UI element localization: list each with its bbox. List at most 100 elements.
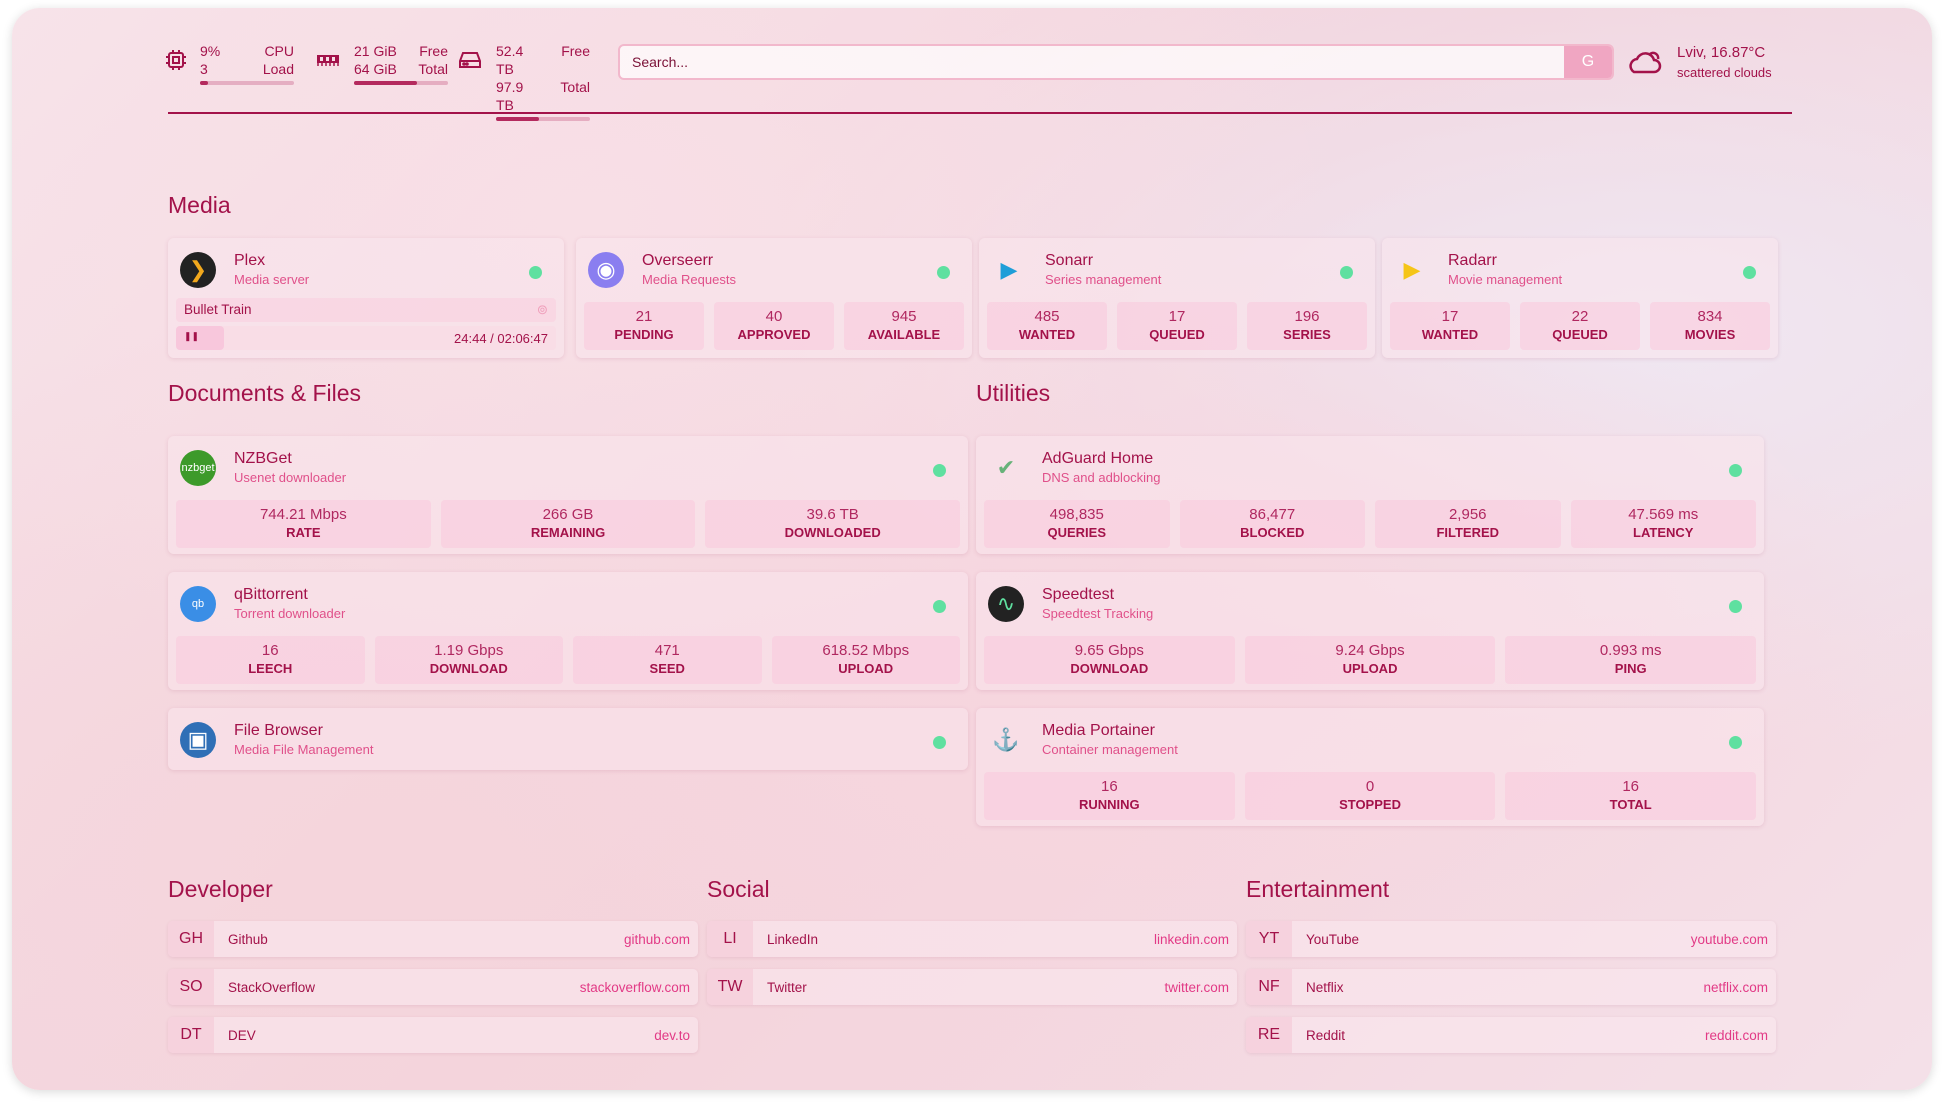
service-card-media-portainer[interactable]: ⚓ Media Portainer Container management 16 RU…	[976, 708, 1764, 826]
cpu-widget: 9% CPU 3 Load	[200, 42, 294, 85]
stat-value: 39.6 TB	[806, 506, 859, 523]
service-stats: 498,835 QUERIES 86,477 BLOCKED 2,956 FILTERED…	[984, 500, 1756, 548]
dashboard: 9% CPU 3 Load 21 GiB Free 64 GiB Total 52.4 TB…	[12, 8, 1932, 1090]
stat-label: BLOCKED	[1240, 525, 1305, 540]
stat-block: 39.6 TB DOWNLOADED	[705, 500, 961, 548]
stat-block: 2,956 FILTERED	[1375, 500, 1561, 548]
service-card-overseerr[interactable]: ◉ Overseerr Media Requests 21 PENDING 40 APPRO…	[576, 238, 972, 358]
stat-block: 16 LEECH	[176, 636, 365, 684]
section-developer: Developer	[168, 876, 273, 902]
stat-value: 16	[1100, 778, 1118, 795]
playback-time: 24:44 / 02:06:47	[454, 331, 548, 346]
pause-button[interactable]: ❚❚	[176, 326, 224, 350]
search-provider-button[interactable]: G	[1564, 46, 1612, 78]
service-description: Torrent downloader	[234, 606, 346, 621]
service-description: Media Requests	[642, 272, 736, 287]
stat-block: 16 TOTAL	[1505, 772, 1757, 820]
bookmark-stackoverflow[interactable]: SO StackOverflow stackoverflow.com	[168, 969, 698, 1005]
service-name: Media Portainer	[1042, 722, 1155, 739]
portainer-icon: ⚓	[992, 727, 1020, 752]
bookmark-netflix[interactable]: NF Netflix netflix.com	[1246, 969, 1776, 1005]
service-name: NZBGet	[234, 450, 292, 467]
service-stats: 16 LEECH 1.19 Gbps DOWNLOAD 471 SEED 618.52 Mb…	[176, 636, 960, 684]
stat-value: 40	[765, 308, 783, 325]
qbittorrent-icon: qb	[180, 586, 216, 622]
service-card-sonarr[interactable]: ▶ Sonarr Series management 485 WANTED 17 QUEUE…	[979, 238, 1375, 358]
status-indicator	[933, 736, 946, 749]
stat-label: RUNNING	[1079, 797, 1140, 812]
section-social: Social	[707, 876, 770, 902]
service-card-speedtest[interactable]: ∿ Speedtest Speedtest Tracking 9.65 Gbps DOW…	[976, 572, 1764, 690]
bookmark-dev[interactable]: DT DEV dev.to	[168, 1017, 698, 1053]
stat-label: MOVIES	[1684, 327, 1736, 342]
cpu-load-value: 3	[200, 61, 208, 77]
stat-block: 1.19 Gbps DOWNLOAD	[374, 636, 563, 684]
stat-value: 47.569 ms	[1628, 506, 1699, 523]
cpu-icon	[164, 48, 188, 77]
stat-value: 498,835	[1049, 506, 1104, 523]
stat-value: 744.21 Mbps	[259, 506, 347, 523]
section-documents: Documents & Files	[168, 380, 362, 406]
stat-value: 21	[635, 308, 653, 325]
stat-label: STOPPED	[1339, 797, 1401, 812]
status-indicator	[937, 266, 950, 279]
service-stats: 744.21 Mbps RATE 266 GB REMAINING 39.6 TB DOW…	[176, 500, 961, 548]
stat-block: 471 SEED	[573, 636, 762, 684]
stat-value: 471	[654, 642, 680, 659]
stat-block: 17 QUEUED	[1117, 302, 1237, 350]
stat-block: 498,835 QUERIES	[984, 500, 1170, 548]
memory-total-label: Total	[418, 61, 448, 77]
service-card-file-browser[interactable]: ▣ File Browser Media File Management	[168, 708, 968, 770]
service-name: Radarr	[1448, 252, 1497, 269]
status-indicator	[1729, 736, 1742, 749]
service-card-radarr[interactable]: ▶ Radarr Movie management 17 WANTED 22 QUEUED 8…	[1382, 238, 1778, 358]
service-description: Speedtest Tracking	[1042, 606, 1154, 621]
overseerr-icon: ◉	[588, 252, 624, 288]
service-description: Media server	[234, 272, 310, 287]
service-card-nzbget[interactable]: nzbget NZBGet Usenet downloader 744.21 Mbps…	[168, 436, 968, 554]
stream-info-icon[interactable]: ⊚	[536, 302, 548, 317]
stat-label: DOWNLOAD	[1070, 661, 1149, 676]
bookmark-name: Github	[228, 931, 268, 947]
stat-label: QUEUED	[1552, 327, 1608, 342]
bookmark-twitter[interactable]: TW Twitter twitter.com	[707, 969, 1237, 1005]
bookmark-url: twitter.com	[1164, 979, 1229, 995]
now-playing-title: Bullet Train	[184, 302, 252, 317]
stat-block: 196 SERIES	[1247, 302, 1367, 350]
weather-location: Lviv, 16.87°C	[1677, 44, 1766, 61]
speedtest-icon: ∿	[988, 586, 1024, 622]
search-input[interactable]	[620, 54, 1564, 70]
bookmark-abbr: DT	[168, 1017, 214, 1053]
playback-row: ❚❚ 24:44 / 02:06:47	[176, 326, 556, 350]
status-indicator	[1743, 266, 1756, 279]
bookmark-name: Reddit	[1306, 1027, 1346, 1043]
stat-label: UPLOAD	[1342, 661, 1398, 676]
status-indicator	[1729, 600, 1742, 613]
bookmark-name: Twitter	[767, 979, 807, 995]
stat-label: TOTAL	[1609, 797, 1652, 812]
bookmark-github[interactable]: GH Github github.com	[168, 921, 698, 957]
service-description: Usenet downloader	[234, 470, 347, 485]
stat-value: 16	[1622, 778, 1640, 795]
stat-value: 834	[1697, 308, 1723, 325]
stat-value: 9.65 Gbps	[1074, 642, 1144, 659]
disk-icon	[458, 50, 482, 75]
radarr-icon: ▶	[1403, 257, 1421, 282]
service-card-adguard-home[interactable]: ✔ AdGuard Home DNS and adblocking 498,835 QU…	[976, 436, 1764, 554]
stat-block: 9.24 Gbps UPLOAD	[1244, 636, 1496, 684]
bookmark-youtube[interactable]: YT YouTube youtube.com	[1246, 921, 1776, 957]
stat-label: PENDING	[614, 327, 674, 342]
file-browser-icon: ▣	[180, 722, 216, 758]
service-name: Speedtest	[1042, 586, 1115, 603]
service-description: Movie management	[1448, 272, 1563, 287]
stat-block: 40 APPROVED	[714, 302, 834, 350]
status-indicator	[933, 600, 946, 613]
status-indicator	[933, 464, 946, 477]
service-card-qbittorrent[interactable]: qb qBittorrent Torrent downloader 16 LEECH 1.…	[168, 572, 968, 690]
stat-label: FILTERED	[1436, 525, 1500, 540]
service-card-plex[interactable]: ❯ Plex Media server Bullet Train ⊚ ❚❚ 24:44 / …	[168, 238, 564, 358]
bookmark-reddit[interactable]: RE Reddit reddit.com	[1246, 1017, 1776, 1053]
stat-label: DOWNLOAD	[429, 661, 508, 676]
bookmark-linkedin[interactable]: LI LinkedIn linkedin.com	[707, 921, 1237, 957]
now-playing-title-row: Bullet Train ⊚	[176, 298, 556, 322]
